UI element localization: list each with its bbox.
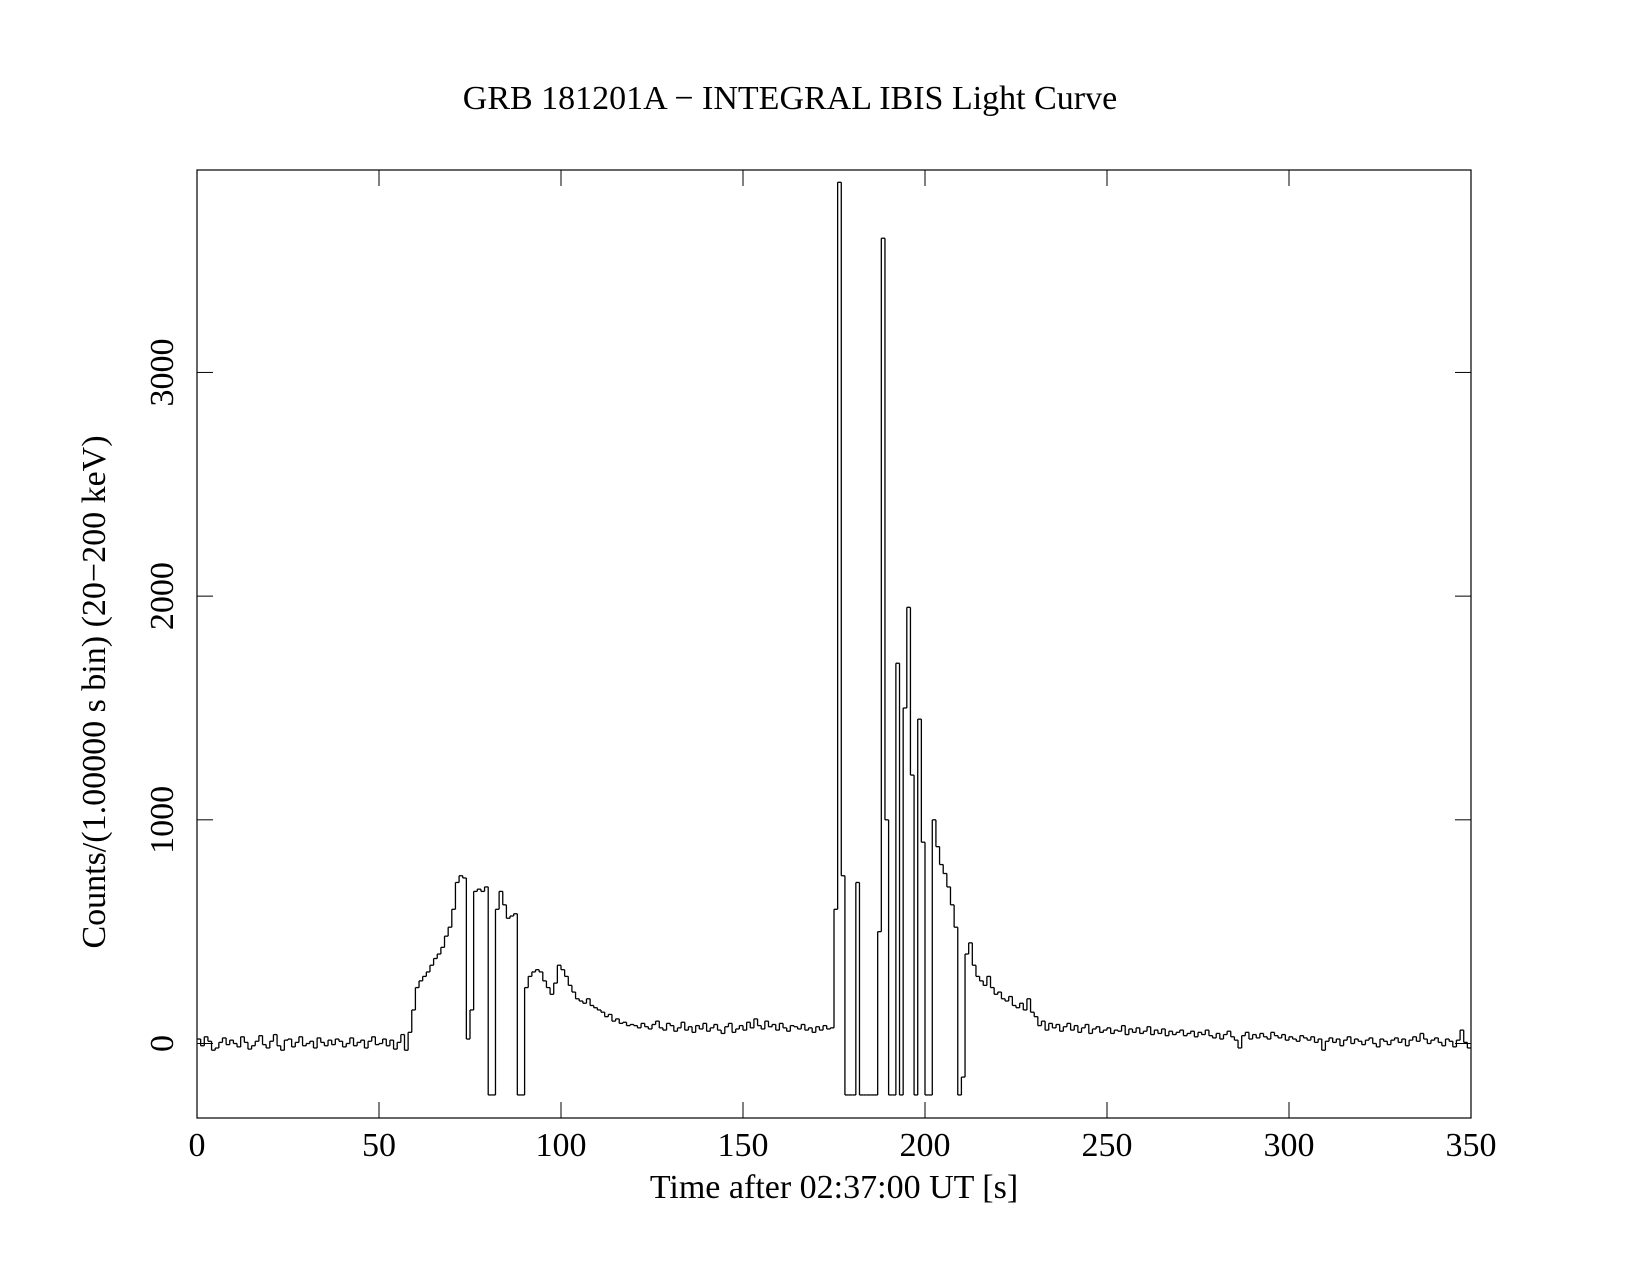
x-tick-label: 50: [362, 1127, 396, 1164]
y-tick-label: 2000: [144, 562, 181, 630]
y-axis-label: Counts/(1.00000 s bin) (20−200 keV): [76, 435, 113, 948]
chart-title: GRB 181201A − INTEGRAL IBIS Light Curve: [463, 80, 1117, 117]
step-riser: [199, 182, 1469, 1095]
x-axis-label: Time after 02:37:00 UT [s]: [650, 1169, 1018, 1206]
x-tick-label: 350: [1446, 1127, 1497, 1164]
y-tick-label: 0: [144, 1035, 181, 1052]
x-tick-label: 300: [1264, 1127, 1315, 1164]
x-tick-label: 150: [718, 1127, 769, 1164]
y-tick-label: 3000: [144, 338, 181, 406]
plot-frame: [196, 169, 1472, 1119]
x-tick-label: 250: [1082, 1127, 1133, 1164]
x-tick-label: 100: [536, 1127, 587, 1164]
x-tick-label: 0: [189, 1127, 206, 1164]
y-tick-label: 1000: [144, 786, 181, 854]
x-tick-label: 200: [900, 1127, 951, 1164]
